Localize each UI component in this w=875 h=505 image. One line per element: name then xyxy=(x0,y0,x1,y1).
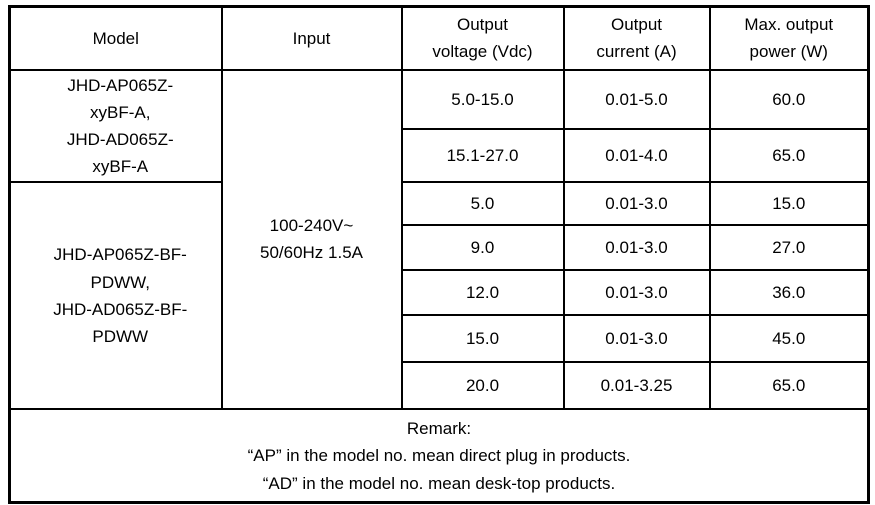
voltage-cell: 20.0 xyxy=(400,361,565,411)
power-cell: 65.0 xyxy=(708,361,870,411)
remark-title: Remark: xyxy=(406,419,472,439)
header-output-current: Output current (A) xyxy=(562,5,711,71)
current-cell: 0.01-5.0 xyxy=(562,68,711,130)
model-group-xybf-cell: JHD-AP065Z- xyBF-A, JHD-AD065Z- xyBF-A xyxy=(8,68,223,184)
model-group-pdww-cell: JHD-AP065Z-BF- PDWW, JHD-AD065Z-BF- PDWW xyxy=(8,181,223,411)
voltage-cell: 5.0 xyxy=(400,181,565,227)
power-cell: 15.0 xyxy=(708,181,870,227)
power-cell: 36.0 xyxy=(708,269,870,317)
header-model: Model xyxy=(8,5,223,71)
header-max-output-power: Max. output power (W) xyxy=(708,5,870,71)
remark-line-ad: “AD” in the model no. mean desk-top prod… xyxy=(262,473,616,493)
table-row: 15.1-27.0 0.01-4.0 65.0 xyxy=(10,127,870,184)
header-input: Input xyxy=(220,5,403,71)
power-cell: 65.0 xyxy=(708,127,870,184)
current-cell: 0.01-4.0 xyxy=(562,127,711,184)
table-row: JHD-AP065Z-BF- PDWW, JHD-AD065Z-BF- PDWW… xyxy=(8,181,870,411)
power-spec-table: Model Input Output voltage (Vdc) Output … xyxy=(8,5,870,504)
current-cell: 0.01-3.0 xyxy=(562,269,711,317)
power-cell: 27.0 xyxy=(708,224,870,272)
voltage-cell: 15.1-27.0 xyxy=(400,127,565,184)
input-cell: 100-240V~ 50/60Hz 1.5A xyxy=(220,68,403,411)
power-cell: 45.0 xyxy=(708,314,870,364)
table-row: JHD-AP065Z- xyBF-A, JHD-AD065Z- xyBF-A 1… xyxy=(8,68,870,411)
header-row: Model Input Output voltage (Vdc) Output … xyxy=(8,5,870,71)
table-row: 9.0 0.01-3.0 27.0 xyxy=(10,224,870,272)
current-cell: 0.01-3.0 xyxy=(562,224,711,272)
voltage-cell: 15.0 xyxy=(400,314,565,364)
current-cell: 0.01-3.0 xyxy=(562,181,711,227)
current-cell: 0.01-3.0 xyxy=(562,314,711,364)
current-cell: 0.01-3.25 xyxy=(562,361,711,411)
voltage-cell: 9.0 xyxy=(400,224,565,272)
table-row: 15.0 0.01-3.0 45.0 xyxy=(10,314,870,364)
header-output-voltage: Output voltage (Vdc) xyxy=(400,5,565,71)
remark-line-ap: “AP” in the model no. mean direct plug i… xyxy=(247,446,631,466)
table-row: 20.0 0.01-3.25 65.0 xyxy=(10,361,870,411)
power-cell: 60.0 xyxy=(708,68,870,130)
remark-row: Remark: “AP” in the model no. mean direc… xyxy=(8,408,870,504)
table-row: 12.0 0.01-3.0 36.0 xyxy=(10,269,870,317)
voltage-cell: 12.0 xyxy=(400,269,565,317)
remark-cell: Remark: “AP” in the model no. mean direc… xyxy=(8,408,870,504)
voltage-cell: 5.0-15.0 xyxy=(400,68,565,130)
